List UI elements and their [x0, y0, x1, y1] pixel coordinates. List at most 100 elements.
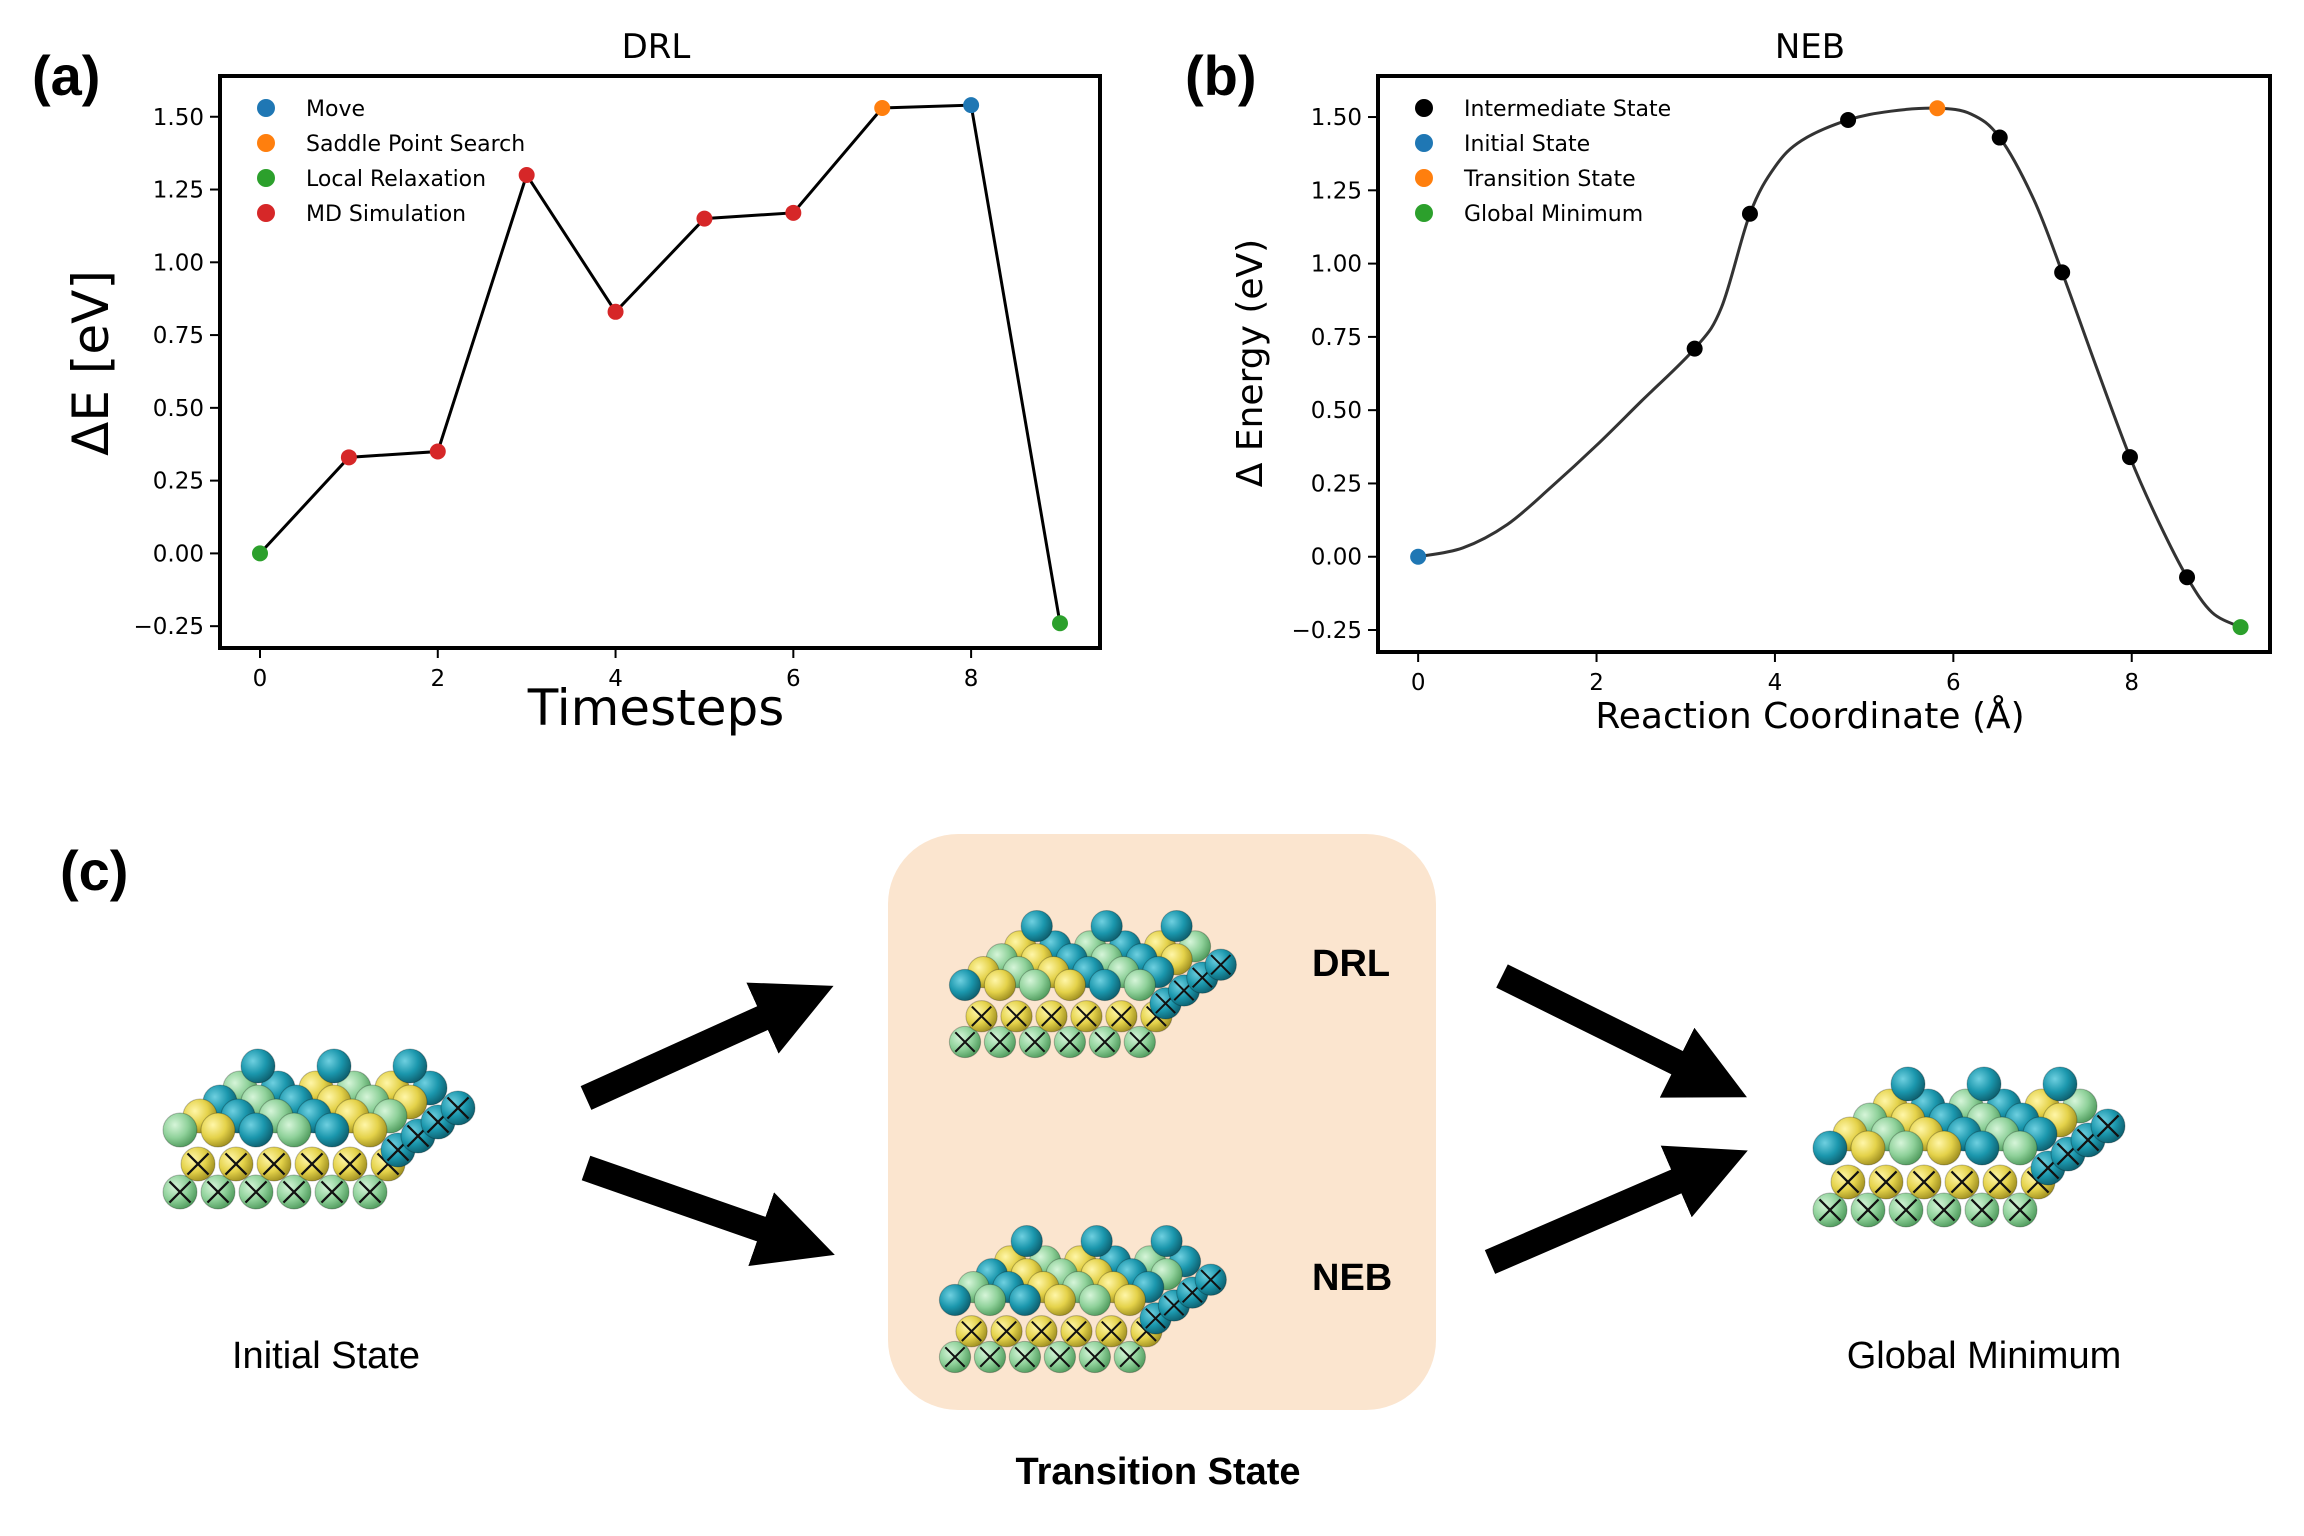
fixed-atom-marker [1031, 1320, 1052, 1342]
fixed-atom-marker [1932, 1198, 1956, 1222]
chart-b-ytick-label: 1.50 [1311, 105, 1362, 131]
chart-a-data-point [252, 545, 268, 562]
panel-c: DRL NEB Initial State Global Minimum Tra… [162, 834, 2126, 1493]
arrow-initial-to-neb [581, 1155, 835, 1266]
chart-a-ytick-label: 1.00 [153, 250, 204, 276]
fixed-atom-marker [1119, 1346, 1141, 1368]
chart-b-xtick-label: 4 [1768, 670, 1783, 696]
fixed-atom-marker [1076, 1005, 1097, 1027]
atom [983, 968, 1017, 1002]
chart-b-ytick-label: 0.50 [1311, 398, 1362, 424]
chart-a-xlabel: Timesteps [527, 679, 785, 737]
chart-a-legend-marker [257, 169, 275, 187]
chart-a-legend-label: Move [306, 97, 365, 122]
atom [938, 1283, 972, 1317]
chart-a-data-point [963, 97, 980, 114]
atom [1150, 1224, 1183, 1258]
chart-a: DRL −0.25 0.00 0.25 0.50 0.75 1.00 1.25 1.50 0 2 4… [62, 27, 1102, 737]
atom [200, 1112, 236, 1148]
chart-a-ytick-label: 0.25 [153, 469, 204, 495]
atom [1078, 1283, 1111, 1317]
atom [1850, 1130, 1886, 1166]
chart-b-ytick-label: 0.75 [1311, 325, 1362, 351]
global-minimum-caption: Global Minimum [1847, 1335, 2122, 1377]
fixed-atom-marker [1988, 1170, 2012, 1194]
arrow-initial-to-drl [580, 982, 834, 1110]
chart-a-legend-marker [257, 99, 275, 117]
fixed-atom-marker [1836, 1170, 1860, 1194]
chart-b-ytick-label: 1.00 [1311, 252, 1362, 278]
chart-b-ytick-label: 1.25 [1311, 178, 1362, 204]
fixed-atom-marker [1818, 1198, 1842, 1222]
chart-b-legend-label: Initial State [1464, 132, 1590, 157]
atom [1888, 1130, 1924, 1166]
arrow-drl-to-final [1496, 964, 1747, 1098]
chart-b-data-point [2121, 449, 2138, 466]
fixed-atom-marker [1856, 1198, 1880, 1222]
chart-a-xtick-label: 4 [608, 666, 623, 692]
atom [1966, 1066, 2002, 1102]
fixed-atom-marker [320, 1180, 344, 1204]
atom [1812, 1130, 1848, 1166]
chart-a-data-point [429, 443, 446, 460]
chart-b-frame [1376, 74, 2272, 654]
fixed-atom-marker [446, 1096, 470, 1120]
slab-drl-transition [948, 909, 1237, 1059]
fixed-atom-marker [944, 1346, 966, 1368]
chart-b-ytick-label: 0.00 [1311, 545, 1362, 571]
atom [1090, 909, 1123, 943]
atom [1043, 1283, 1077, 1317]
fixed-atom-marker [989, 1031, 1011, 1053]
fixed-atom-marker [224, 1152, 248, 1176]
chart-a-data-point [518, 166, 535, 183]
chart-b-data-point [1741, 205, 1758, 222]
chart-a-ylabel: ΔE [eV] [62, 270, 120, 456]
chart-b-legend-marker [1415, 169, 1433, 187]
fixed-atom-marker [1084, 1346, 1106, 1368]
fixed-atom-marker [954, 1031, 976, 1053]
fixed-atom-marker [1200, 1269, 1222, 1291]
atom [1008, 1283, 1042, 1317]
atom [1890, 1066, 1926, 1102]
atom [162, 1112, 198, 1148]
atom [1080, 1224, 1113, 1258]
fixed-atom-marker [961, 1320, 982, 1342]
chart-a-xtick-label: 8 [964, 666, 979, 692]
fixed-atom-marker [1210, 954, 1232, 976]
chart-a-legend-label: Local Relaxation [306, 167, 486, 192]
chart-a-data-point [1052, 615, 1068, 632]
fixed-atom-marker [1970, 1198, 1994, 1222]
chart-b-ytick-label: −0.25 [1292, 618, 1362, 644]
slab-global-minimum [1812, 1066, 2126, 1228]
chart-b-data-point [1410, 548, 1427, 565]
chart-a-ytick-label: 1.50 [153, 105, 204, 131]
fixed-atom-marker [1874, 1170, 1898, 1194]
fixed-atom-marker [1950, 1170, 1974, 1194]
chart-b-xtick-label: 2 [1589, 670, 1604, 696]
atom [1123, 968, 1156, 1002]
panel-label-b: (b) [1185, 44, 1257, 107]
fixed-atom-marker [206, 1180, 230, 1204]
chart-a-legend-label: MD Simulation [306, 202, 466, 227]
fixed-atom-marker [2096, 1114, 2120, 1138]
atom [314, 1112, 350, 1148]
atom [1926, 1130, 1962, 1166]
panel-label-a: (a) [32, 44, 100, 107]
atom [1088, 968, 1121, 1002]
fixed-atom-marker [168, 1180, 192, 1204]
chart-a-xtick-label: 6 [786, 666, 801, 692]
fixed-atom-marker [1110, 1005, 1132, 1027]
fixed-atom-marker [282, 1180, 306, 1204]
fixed-atom-marker [1041, 1005, 1062, 1027]
atom [2002, 1130, 2038, 1166]
chart-a-title: DRL [622, 27, 691, 67]
chart-b: NEB −0.25 0.00 0.25 0.50 0.75 1.00 1.25 1.50 0 2 4… [1230, 27, 2272, 737]
drl-label: DRL [1312, 943, 1390, 985]
chart-a-legend-marker [257, 134, 275, 152]
fixed-atom-marker [1129, 1031, 1151, 1053]
atom [238, 1112, 274, 1148]
atom [1160, 909, 1193, 943]
slab-neb-transition [938, 1224, 1227, 1374]
chart-a-legend-label: Saddle Point Search [306, 132, 525, 157]
